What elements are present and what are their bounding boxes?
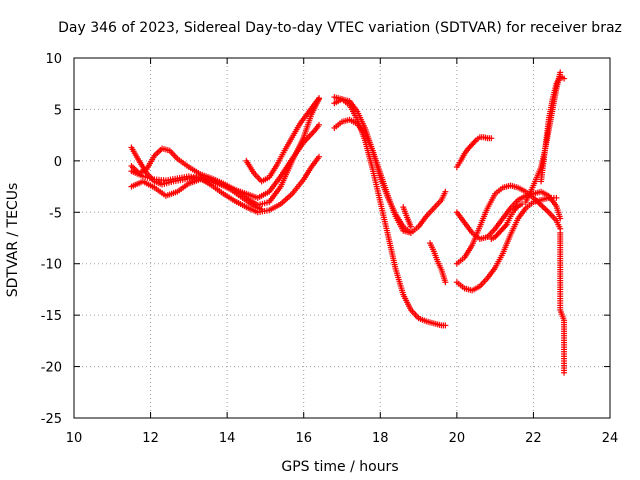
- data-point: [471, 138, 478, 145]
- data-point: [316, 121, 323, 128]
- data-point: [553, 194, 560, 201]
- x-axis-label: GPS time / hours: [281, 459, 398, 475]
- series-arc-c: [128, 121, 323, 201]
- plot-frame: [73, 57, 611, 419]
- data-point: [442, 188, 449, 195]
- x-tick-label: 14: [219, 431, 236, 446]
- x-tick-label: 24: [602, 431, 619, 446]
- series-arc-d: [128, 153, 323, 216]
- series-arc-o: [488, 201, 525, 243]
- x-tick-label: 18: [372, 431, 389, 446]
- series-arc-l: [453, 188, 564, 243]
- data-point: [407, 223, 414, 230]
- series-arc-i: [400, 204, 414, 230]
- y-tick-label: -15: [41, 309, 62, 324]
- series-arc-j: [427, 240, 449, 286]
- x-axis-tick-labels: 10 12 14 16 18 20 22 24: [66, 431, 619, 446]
- x-tick-label: 12: [142, 431, 159, 446]
- series-arc-e: [243, 95, 323, 185]
- y-axis-tick-labels: -25 -20 -15 -10 -5 0 5 10: [41, 52, 62, 427]
- y-tick-label: -10: [41, 258, 62, 273]
- data-point: [442, 322, 449, 329]
- series-arc-r: [557, 229, 568, 376]
- series-arc-n: [453, 194, 560, 294]
- y-tick-label: -5: [49, 206, 62, 221]
- data-point: [488, 135, 495, 142]
- chart-title: Day 346 of 2023, Sidereal Day-to-day VTE…: [58, 20, 622, 36]
- grid: [74, 58, 610, 418]
- data-point: [557, 215, 564, 222]
- data-point: [502, 223, 509, 229]
- series-arc-k: [453, 134, 495, 171]
- data-point: [518, 201, 525, 208]
- axis-ticks: [73, 57, 611, 419]
- y-tick-label: 10: [45, 52, 62, 67]
- y-tick-label: -20: [41, 361, 62, 376]
- y-tick-label: -25: [41, 412, 62, 427]
- data-point: [561, 369, 568, 376]
- series-arc-q: [538, 73, 568, 185]
- series-arc-h: [331, 96, 414, 236]
- x-tick-label: 20: [449, 431, 466, 446]
- data-point: [561, 75, 568, 82]
- x-tick-label: 22: [525, 431, 542, 446]
- series-arc-g: [331, 116, 449, 236]
- data-point: [316, 95, 323, 102]
- data-point: [513, 204, 520, 211]
- y-axis-label: SDTVAR / TECUs: [5, 183, 21, 298]
- x-tick-label: 10: [66, 431, 83, 446]
- data-point: [442, 279, 449, 286]
- series-arc-f: [331, 94, 449, 329]
- y-tick-label: 0: [54, 155, 62, 170]
- data-points: [128, 69, 568, 376]
- x-tick-label: 16: [295, 431, 312, 446]
- data-point: [407, 229, 414, 236]
- data-point: [316, 153, 323, 160]
- y-tick-label: 5: [54, 103, 62, 118]
